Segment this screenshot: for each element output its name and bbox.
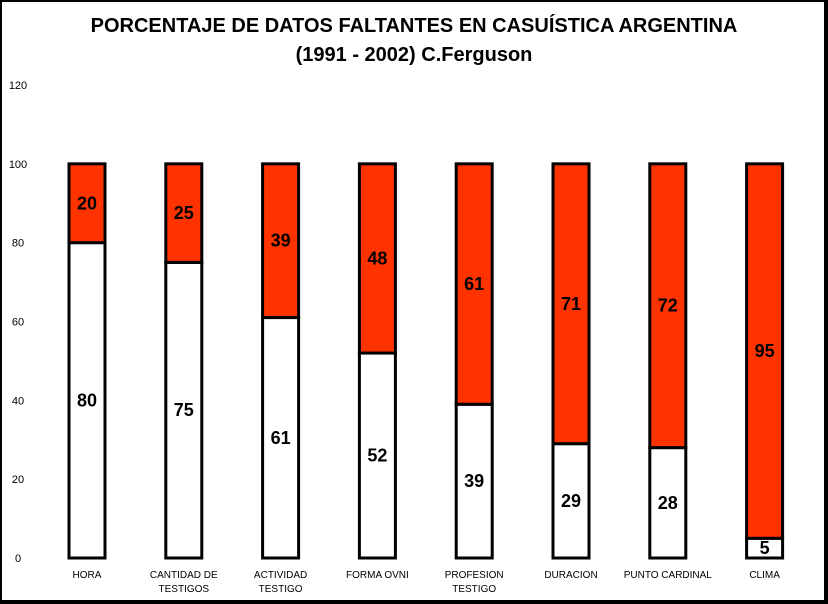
bar-segment — [357, 162, 397, 355]
data-label: 39 — [271, 231, 291, 251]
bar-segment — [648, 162, 688, 450]
data-label: 80 — [77, 390, 97, 410]
chart-subtitle: (1991 - 2002) C.Ferguson — [295, 44, 533, 66]
data-label: 29 — [561, 491, 581, 511]
bar-segment — [67, 241, 107, 560]
x-tick-label: ACTIVIDAD — [254, 570, 307, 581]
data-label: 5 — [760, 538, 770, 558]
x-tick-label: PUNTO CARDINAL — [624, 570, 713, 581]
data-label: 75 — [174, 400, 194, 420]
y-tick-label: 0 — [15, 553, 21, 565]
bar-segment — [357, 351, 397, 560]
y-tick-label: 100 — [9, 159, 27, 171]
x-tick-label: DURACION — [544, 570, 597, 581]
x-tick-label: CANTIDAD DE — [150, 570, 218, 581]
data-label: 71 — [561, 294, 581, 314]
x-tick-label: CLIMA — [749, 570, 780, 581]
data-label: 20 — [77, 193, 97, 213]
data-label: 95 — [755, 341, 775, 361]
x-tick-label: TESTIGO — [259, 584, 303, 595]
x-tick-label: TESTIGO — [452, 584, 496, 595]
bar-segment — [454, 162, 494, 406]
data-label: 61 — [464, 274, 484, 294]
data-label: 72 — [658, 296, 678, 316]
data-label: 39 — [464, 471, 484, 491]
x-tick-label: FORMA OVNI — [346, 570, 409, 581]
x-tick-label: HORA — [73, 570, 102, 581]
y-tick-label: 20 — [12, 474, 24, 486]
y-tick-label: 80 — [12, 238, 24, 250]
x-tick-label: PROFESION — [445, 570, 504, 581]
bar-segment — [261, 162, 301, 320]
x-tick-label: TESTIGOS — [159, 584, 210, 595]
bar-segment — [551, 162, 591, 446]
bar-segment — [454, 402, 494, 560]
data-label: 28 — [658, 493, 678, 513]
y-tick-label: 60 — [12, 317, 24, 329]
bar-segment — [551, 442, 591, 560]
chart-title: PORCENTAJE DE DATOS FALTANTES EN CASUÍST… — [90, 15, 738, 37]
data-label: 48 — [367, 248, 387, 268]
data-label: 52 — [367, 446, 387, 466]
y-tick-label: 40 — [12, 395, 24, 407]
y-tick-label: 120 — [9, 80, 27, 92]
bar-segment — [67, 162, 107, 245]
bar-segment — [745, 162, 785, 540]
data-label: 25 — [174, 203, 194, 223]
bar-segment — [648, 446, 688, 560]
data-label: 61 — [271, 428, 291, 448]
bar-segment — [164, 162, 204, 264]
